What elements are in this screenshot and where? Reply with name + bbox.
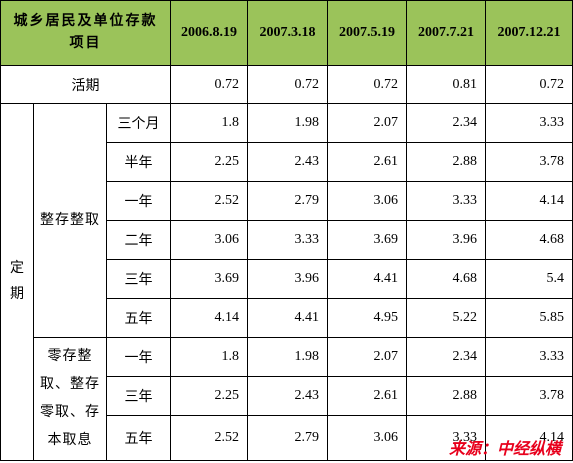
rate-cell: 3.78 xyxy=(485,376,573,416)
rate-cell: 0.72 xyxy=(247,65,329,104)
rate-cell: 0.72 xyxy=(485,65,573,104)
fixed-cell: 定期 xyxy=(0,103,34,461)
rate-cell: 4.95 xyxy=(327,298,408,338)
term-row: 半年 2.25 2.43 2.61 2.88 3.78 xyxy=(1,142,573,182)
rate-cell: 2.61 xyxy=(327,376,408,416)
rate-cell: 3.06 xyxy=(327,181,408,221)
group-cell: 整存整取 xyxy=(33,103,107,338)
fixed-label: 定期 xyxy=(10,261,24,302)
rate-cell: 4.41 xyxy=(247,298,329,338)
rate-cell: 2.88 xyxy=(406,376,487,416)
rate-cell: 1.8 xyxy=(170,103,249,143)
term-label: 一年 xyxy=(105,181,172,221)
rate-cell: 4.14 xyxy=(485,181,573,221)
rate-cell: 2.07 xyxy=(327,103,408,143)
term-label: 一年 xyxy=(105,337,172,377)
term-label: 五年 xyxy=(105,298,172,338)
rate-cell: 1.8 xyxy=(170,337,249,377)
row-label: 活期 xyxy=(0,65,172,104)
demand-row: 活期 0.72 0.72 0.72 0.81 0.72 xyxy=(0,65,573,104)
rate-cell: 0.72 xyxy=(327,65,408,104)
rate-cell: 2.52 xyxy=(170,181,249,221)
rate-cell: 2.25 xyxy=(170,376,249,416)
term-row: 三年 3.69 3.96 4.41 4.68 5.4 xyxy=(1,259,573,299)
column-header: 2007.3.18 xyxy=(247,0,329,66)
term-label: 二年 xyxy=(105,220,172,260)
term-label: 五年 xyxy=(105,415,172,461)
rate-cell: 2.34 xyxy=(406,103,487,143)
column-header: 2007.5.19 xyxy=(327,0,408,66)
rate-cell: 3.06 xyxy=(327,415,408,461)
rate-cell: 1.98 xyxy=(247,103,329,143)
rate-cell: 2.07 xyxy=(327,337,408,377)
header-row: 城乡居民及单位存款项目 2006.8.19 2007.3.18 2007.5.19 20… xyxy=(0,0,573,66)
source-note: 来源：中经纵横 xyxy=(448,439,561,458)
term-row: 五年 4.14 4.41 4.95 5.22 5.85 xyxy=(1,298,573,338)
column-header: 2007.7.21 xyxy=(406,0,487,66)
term-row: 一年 2.52 2.79 3.06 3.33 4.14 xyxy=(1,181,573,221)
rate-cell: 3.69 xyxy=(327,220,408,260)
rate-cell: 4.68 xyxy=(406,259,487,299)
rate-cell: 0.72 xyxy=(170,65,249,104)
rate-cell: 2.43 xyxy=(247,142,329,182)
rate-cell: 2.34 xyxy=(406,337,487,377)
term-label: 三个月 xyxy=(105,103,172,143)
corner-cell: 城乡居民及单位存款项目 xyxy=(0,0,172,66)
rate-cell: 5.4 xyxy=(485,259,573,299)
term-row: 五年 2.52 2.79 3.06 3.33 4.14 xyxy=(1,415,573,461)
term-label: 三年 xyxy=(105,259,172,299)
term-row: 零存整取、整存零取、存本取息 一年 1.8 1.98 2.07 2.34 3.33 xyxy=(1,337,573,461)
term-row: 定期 整存整取 三个月 1.8 1.98 2.07 2.34 3.33 xyxy=(0,103,573,461)
rate-cell: 3.78 xyxy=(485,142,573,182)
rate-cell: 2.43 xyxy=(247,376,329,416)
term-label: 三年 xyxy=(105,376,172,416)
rate-cell: 1.98 xyxy=(247,337,329,377)
rate-cell: 5.85 xyxy=(485,298,573,338)
column-header: 2007.12.21 xyxy=(485,0,573,66)
corner-label: 城乡居民及单位存款项目 xyxy=(13,14,158,51)
rate-cell: 3.33 xyxy=(247,220,329,260)
rate-cell: 5.22 xyxy=(406,298,487,338)
rate-cell: 3.33 xyxy=(406,181,487,221)
rate-cell: 4.14 xyxy=(170,298,249,338)
rate-cell: 2.79 xyxy=(247,181,329,221)
rate-cell: 3.06 xyxy=(170,220,249,260)
rate-cell: 0.81 xyxy=(406,65,487,104)
group-cell: 零存整取、整存零取、存本取息 xyxy=(33,337,107,461)
rate-cell: 2.25 xyxy=(170,142,249,182)
rate-cell: 2.61 xyxy=(327,142,408,182)
rate-cell: 3.96 xyxy=(406,220,487,260)
rate-cell: 4.14 xyxy=(485,415,573,461)
rate-cell: 2.88 xyxy=(406,142,487,182)
rate-cell: 3.33 xyxy=(485,337,573,377)
term-label: 半年 xyxy=(105,142,172,182)
group-label: 零存整取、整存零取、存本取息 xyxy=(40,349,100,448)
rate-cell: 2.52 xyxy=(170,415,249,461)
rate-cell: 3.96 xyxy=(247,259,329,299)
group-label: 整存整取 xyxy=(40,212,100,228)
rate-cell: 4.68 xyxy=(485,220,573,260)
rate-cell: 2.79 xyxy=(247,415,329,461)
term-row: 二年 3.06 3.33 3.69 3.96 4.68 xyxy=(1,220,573,260)
rate-cell: 4.41 xyxy=(327,259,408,299)
rate-cell: 3.69 xyxy=(170,259,249,299)
rate-cell: 3.33 xyxy=(406,415,487,461)
column-header: 2006.8.19 xyxy=(170,0,249,66)
rate-cell: 3.33 xyxy=(485,103,573,143)
term-row: 三年 2.25 2.43 2.61 2.88 3.78 xyxy=(1,376,573,416)
